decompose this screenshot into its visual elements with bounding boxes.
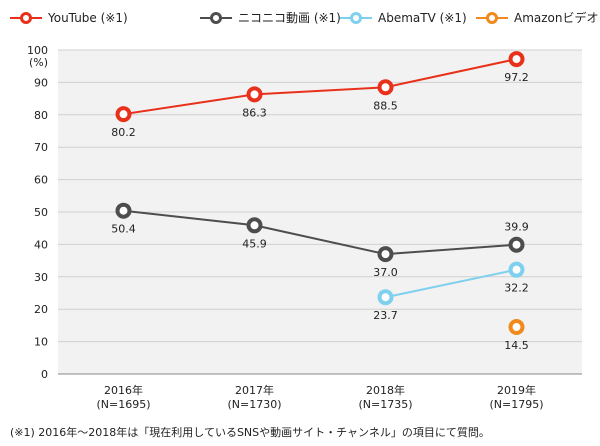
y-tick-label: 90	[34, 76, 48, 89]
y-tick-label: 10	[34, 336, 48, 349]
data-label: 86.3	[242, 106, 267, 119]
y-tick-label: 40	[34, 238, 48, 251]
data-point	[377, 246, 394, 263]
data-label: 14.5	[504, 339, 529, 352]
series-points	[115, 51, 525, 336]
y-tick-label: 60	[34, 174, 48, 187]
data-point	[377, 289, 394, 306]
y-tick-label: 50	[34, 206, 48, 219]
data-label: 97.2	[504, 71, 529, 84]
legend-swatch-marker	[350, 12, 362, 24]
gridlines	[58, 49, 582, 375]
x-tick-sublabel: (N=1730)	[227, 398, 281, 411]
y-tick-label: 100	[27, 44, 48, 57]
data-label: 50.4	[111, 223, 136, 236]
x-tick-sublabel: (N=1795)	[489, 398, 543, 411]
data-labels: 80.2 86.3 88.5 97.2 50.4 45.9 37.0 39.9 23.7 32.2…	[111, 71, 529, 352]
y-tick-label: 20	[34, 303, 48, 316]
series-line-1	[123, 209, 517, 256]
legend-swatch-marker	[210, 12, 222, 24]
legend-label: AbemaTV (※1)	[378, 11, 467, 25]
data-label: 23.7	[373, 309, 398, 322]
footnote: (※1) 2016年～2018年は「現在利用しているSNSや動画サイト・チャンネ…	[10, 425, 490, 439]
legend-swatch-marker	[486, 12, 498, 24]
data-point	[508, 236, 525, 253]
legend-label: Amazonビデオ	[514, 10, 599, 25]
legend-label: ニコニコ動画 (※1)	[238, 11, 341, 25]
data-point	[246, 217, 263, 234]
x-tick-label: 2017年	[235, 383, 274, 397]
data-point	[508, 51, 525, 68]
y-axis-ticks: 0 10 20 30 40 50 60 70 80 90 100	[27, 44, 48, 381]
x-tick-label: 2018年	[366, 383, 405, 397]
y-tick-label: 30	[34, 271, 48, 284]
data-label: 45.9	[242, 237, 267, 250]
data-label: 39.9	[504, 221, 529, 234]
data-label: 37.0	[373, 266, 398, 279]
legend: YouTube (※1) ニコニコ動画 (※1) AbemaTV (※1) Amazo…	[10, 10, 599, 25]
x-tick-sublabel: (N=1735)	[358, 398, 412, 411]
data-point	[508, 319, 525, 336]
data-label: 88.5	[373, 99, 398, 112]
x-tick-sublabel: (N=1695)	[96, 398, 150, 411]
series-line-2	[385, 268, 517, 299]
x-tick-label: 2016年	[104, 383, 143, 397]
data-point	[508, 261, 525, 278]
data-point	[115, 202, 132, 219]
data-point	[115, 106, 132, 123]
y-axis-unit-label: (%)	[29, 56, 48, 69]
legend-label: YouTube (※1)	[47, 11, 128, 25]
data-point	[377, 79, 394, 96]
legend-swatch-marker	[20, 12, 32, 24]
y-tick-label: 70	[34, 141, 48, 154]
y-tick-label: 0	[41, 368, 48, 381]
data-label: 80.2	[111, 126, 136, 139]
data-label: 32.2	[504, 282, 529, 295]
x-axis-ticks: 2016年(N=1695) 2017年(N=1730) 2018年(N=1735) 2…	[96, 383, 543, 411]
data-point	[246, 86, 263, 103]
x-tick-label: 2019年	[497, 383, 536, 397]
series-line-0	[123, 58, 517, 116]
series-lines	[123, 58, 517, 299]
y-tick-label: 80	[34, 109, 48, 122]
